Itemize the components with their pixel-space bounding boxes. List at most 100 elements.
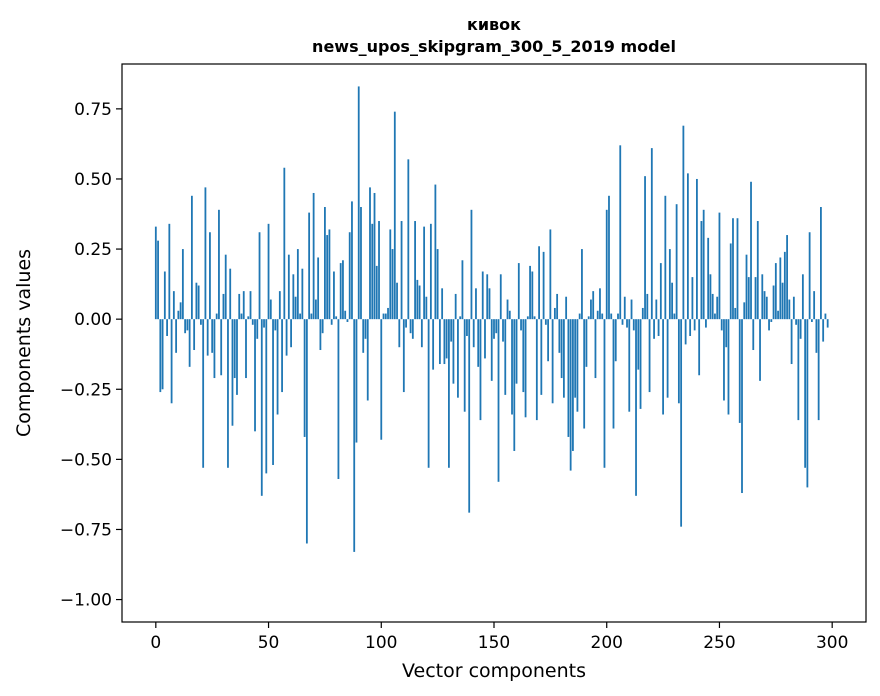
bar [533,316,536,320]
bar [628,319,631,412]
bar [804,319,807,468]
bar [754,277,757,320]
bar [211,319,214,353]
y-tick-label: 0.25 [74,240,112,260]
bar [227,319,229,468]
bar [567,319,570,437]
bar [402,319,405,393]
x-tick-label: 100 [365,633,397,653]
bar [172,291,175,320]
bar [391,249,394,320]
bar [608,195,610,320]
bar [822,319,825,342]
bar [443,319,446,365]
bar [236,319,238,395]
bar [657,319,660,336]
bar [792,296,795,320]
bar [436,249,439,320]
bar [184,319,187,334]
bar [416,279,419,320]
bar [200,319,202,325]
bar [790,319,793,365]
y-tick-label: 0.00 [74,310,112,330]
bar [296,249,299,320]
bar [718,212,721,320]
bar [673,313,676,320]
bar [303,319,306,437]
bar [547,319,550,362]
bar [745,254,748,320]
bar [166,319,168,336]
bar [484,319,486,359]
bar [429,223,432,320]
bar [659,263,662,320]
bar [770,319,773,322]
bar [499,274,502,320]
bar [414,221,416,320]
bar [594,319,597,379]
bar [317,257,320,320]
bar [319,319,322,351]
bar [438,319,441,365]
bar [263,319,265,328]
bar [292,274,295,320]
bar [441,288,444,320]
bar [409,319,412,334]
bar [181,249,184,320]
bar [700,221,703,320]
bar [479,319,482,421]
bar [763,291,766,320]
bar [405,319,407,328]
chart-title: кивок [467,15,521,34]
bar [197,285,200,320]
bar [477,319,480,367]
bar [813,291,816,320]
bar [583,319,586,429]
bar [779,257,782,320]
bar [220,319,223,376]
bar [342,260,344,320]
bar [466,319,468,336]
bar [747,277,750,320]
x-axis-label: Vector components [402,660,586,682]
bar [711,293,714,320]
bar [209,232,211,320]
bar [324,207,326,320]
bar [380,319,383,440]
bar [774,263,777,320]
bar [353,319,356,552]
bar [768,319,770,331]
bar [398,319,401,348]
bar [650,148,653,320]
bar [337,319,340,479]
bar [738,319,741,423]
bar [242,291,245,320]
bar [312,192,315,320]
bar [538,246,540,320]
bar [684,319,687,345]
bar [258,232,261,320]
bar [801,274,804,320]
bar [434,184,437,320]
bar [366,319,369,401]
x-tick-label: 50 [258,633,280,653]
bar [245,319,247,379]
bar [260,319,263,496]
bar [348,232,351,320]
x-tick-label: 250 [703,633,735,653]
bar [619,145,622,320]
bar [193,319,196,351]
bar [783,251,786,320]
bar [346,319,349,322]
bar [734,307,737,320]
bar [355,319,358,443]
bar [427,319,430,468]
bar [646,293,649,320]
chart-subtitle: news_upos_skipgram_300_5_2019 model [312,37,676,56]
bar [301,268,304,320]
bar [281,319,283,393]
y-tick-label: −0.25 [60,380,112,400]
bar [475,288,477,320]
bar [378,221,380,320]
bar [330,319,333,325]
